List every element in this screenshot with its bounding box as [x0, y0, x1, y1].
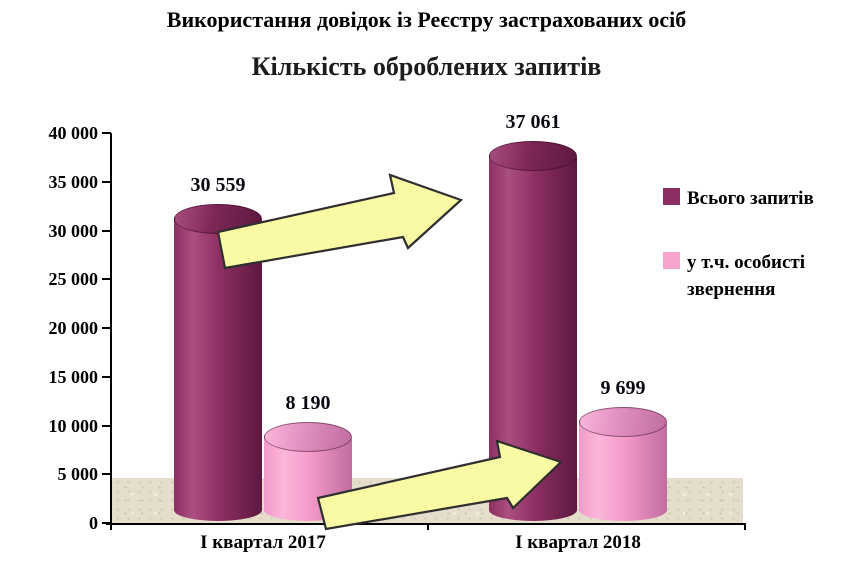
- y-tick-mark: [102, 424, 111, 427]
- y-tick-mark: [102, 278, 111, 281]
- chart-title: Використання довідок із Реєстру застрахо…: [166, 7, 687, 32]
- y-tick-mark: [102, 132, 111, 134]
- y-tick-mark: [102, 375, 111, 378]
- y-tick-label: 15 000: [48, 366, 99, 387]
- x-tick-mark: [744, 523, 746, 530]
- cylinder-top: [264, 422, 352, 453]
- x-tick-mark: [110, 523, 112, 530]
- legend: Всього запитів у т.ч. особисті звернення: [663, 185, 853, 340]
- x-axis-line: [106, 523, 746, 525]
- legend-label: Всього запитів: [687, 188, 814, 209]
- cylinder-body: [489, 155, 577, 521]
- legend-item-2: у т.ч. особисті звернення: [663, 249, 853, 303]
- bar-value-label: 30 559: [190, 174, 246, 197]
- cylinder-bar-у-1: [264, 422, 352, 521]
- y-tick-label: 20 000: [48, 318, 99, 338]
- bar-value-label: 9 699: [600, 377, 646, 400]
- y-tick-label: 35 000: [48, 171, 99, 192]
- cylinder-body: [579, 422, 667, 521]
- y-tick-label: 30 000: [48, 220, 99, 241]
- x-category-label: І квартал 2018: [515, 532, 641, 553]
- y-tick-mark: [102, 180, 111, 183]
- legend-item-1: Всього запитів: [663, 185, 853, 212]
- y-tick-mark: [102, 229, 111, 232]
- y-tick-label: 25 000: [48, 269, 99, 290]
- chart-subtitle: Кількість оброблених запитів: [251, 52, 602, 81]
- bar-value-label: 8 190: [285, 392, 331, 415]
- cylinder-top: [489, 140, 577, 171]
- y-tick-label: 10 000: [48, 415, 99, 436]
- legend-swatch: [663, 188, 680, 205]
- x-tick-mark: [427, 523, 429, 530]
- cylinder-top: [579, 407, 667, 438]
- legend-swatch: [663, 252, 680, 269]
- cylinder-body: [174, 219, 262, 521]
- legend-label: у т.ч. особисті звернення: [687, 252, 806, 300]
- y-tick-label: 40 000: [48, 123, 99, 143]
- bar-value-label: 37 061: [505, 110, 561, 133]
- cylinder-bar-всього-1: [174, 204, 262, 521]
- cylinder-bar-у-2: [579, 407, 667, 521]
- y-tick-mark: [102, 473, 111, 476]
- cylinder-top: [174, 204, 262, 235]
- y-tick-label: 5 000: [57, 464, 99, 485]
- cylinder-bar-всього-2: [489, 140, 577, 521]
- x-category-label: І квартал 2017: [200, 532, 326, 553]
- y-axis-line: [110, 133, 112, 525]
- y-tick-label: 0: [89, 513, 98, 533]
- y-tick-mark: [102, 327, 111, 329]
